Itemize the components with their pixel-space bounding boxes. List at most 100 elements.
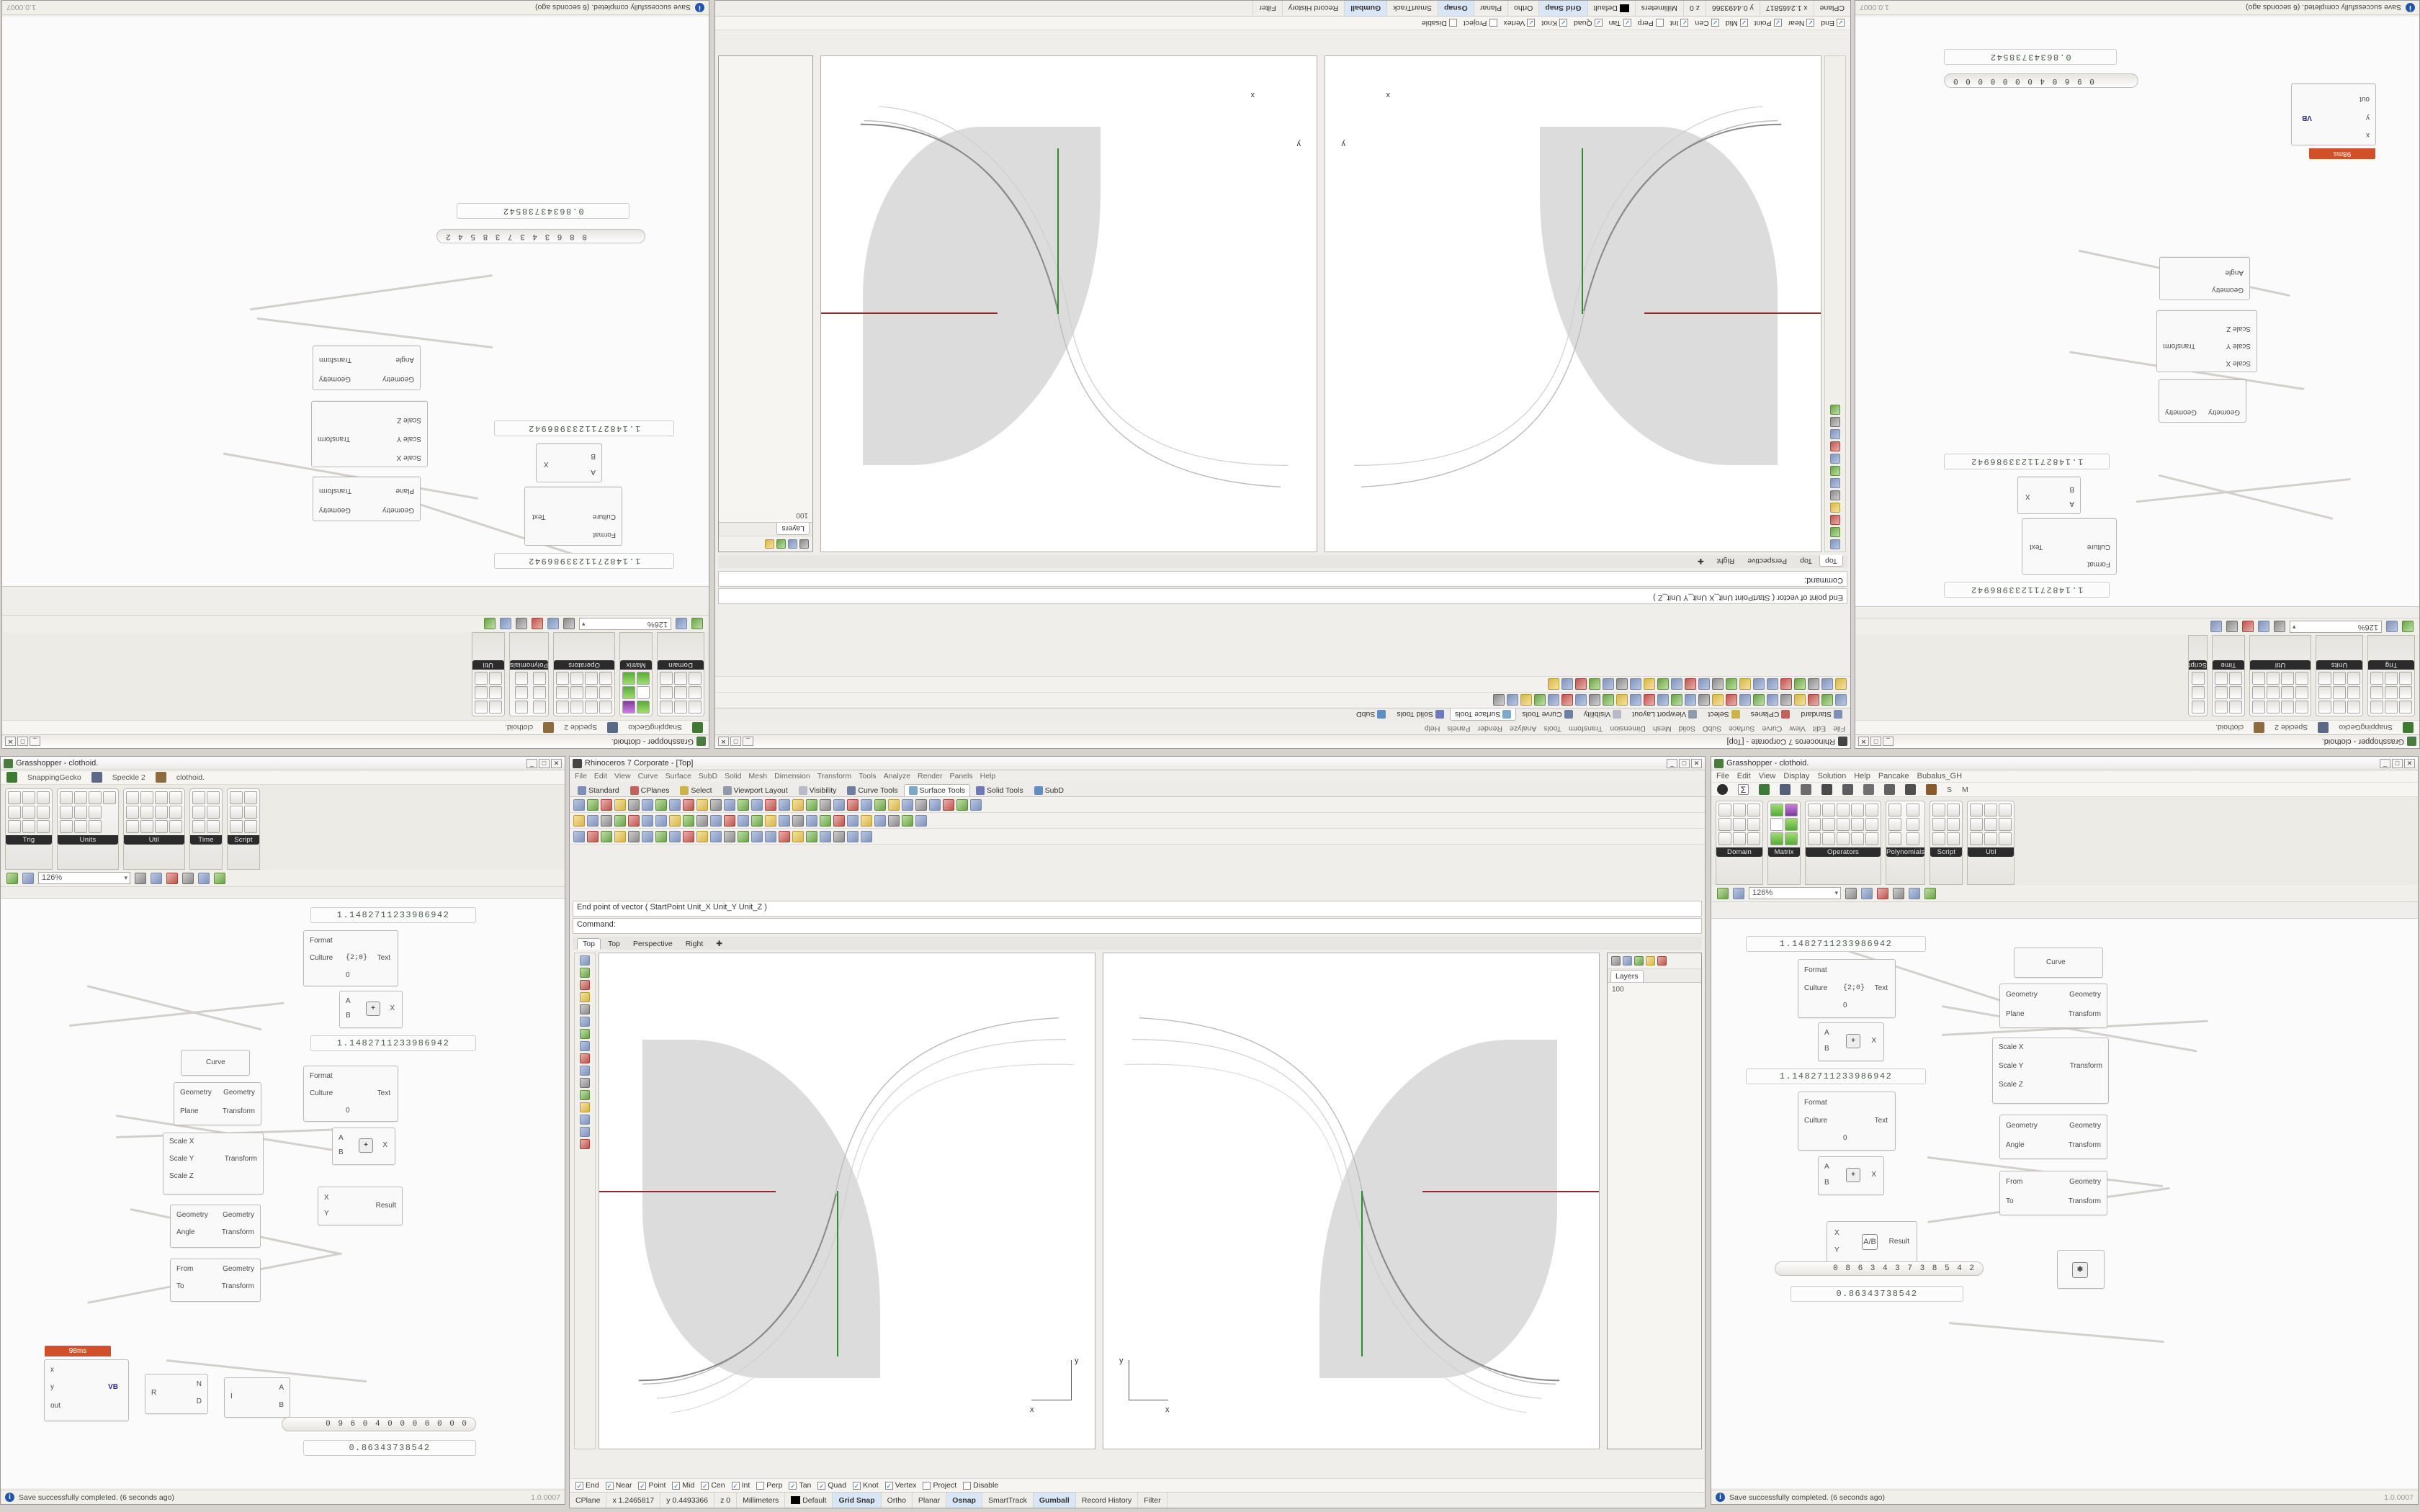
checkbox[interactable]: ✓ xyxy=(638,1481,647,1490)
palette-grid[interactable] xyxy=(2215,672,2242,714)
scale-component[interactable]: Geometry Geometry Plane Transform xyxy=(174,1082,261,1125)
palette-group-trig[interactable]: Trig xyxy=(5,788,53,870)
component-button[interactable] xyxy=(674,701,687,714)
number-panel[interactable]: 0.86343738542 xyxy=(1791,1286,1963,1302)
component-button[interactable] xyxy=(1733,804,1746,816)
mirror-rhino-command-prompt[interactable]: Command: xyxy=(718,571,1847,587)
toolbar-icon[interactable] xyxy=(1780,678,1792,690)
number-panel[interactable]: 1.1482711233986942 xyxy=(1944,454,2110,469)
component-button[interactable] xyxy=(244,791,257,804)
palette-grid[interactable] xyxy=(1932,804,1960,845)
zoom-level-combobox[interactable]: 126% xyxy=(1749,887,1841,899)
component-button[interactable] xyxy=(1808,832,1821,845)
component-button[interactable] xyxy=(1888,818,1901,831)
mirror-rhino-toolbar-tabs[interactable]: Standard CPlanes Select Viewport Layout … xyxy=(715,708,1850,723)
mirror-toolbar-row-2[interactable] xyxy=(715,676,1850,692)
panel-tabrow[interactable]: Layers xyxy=(1608,969,1701,983)
status-toggle-ortho[interactable]: Ortho xyxy=(882,1493,913,1508)
component-button[interactable] xyxy=(2347,672,2360,685)
sidebar-icon[interactable] xyxy=(580,1127,590,1137)
preview-eye-icon[interactable] xyxy=(2258,621,2269,633)
checkbox[interactable]: ✓ xyxy=(1527,19,1536,27)
speckle-tab-icon[interactable] xyxy=(91,772,102,783)
status-toggle-record-history[interactable]: Record History xyxy=(1281,1,1345,16)
status-toggle-smarttrack[interactable]: SmartTrack xyxy=(982,1493,1034,1508)
vb-script-component[interactable]: 98ms x y out VB xyxy=(2291,84,2376,159)
panel-icon[interactable] xyxy=(1646,956,1655,966)
component-button[interactable] xyxy=(2399,672,2412,685)
toolbar-icon[interactable] xyxy=(751,830,763,842)
toolbar-icon[interactable] xyxy=(1698,694,1710,706)
component-button[interactable] xyxy=(474,701,488,714)
component-button[interactable] xyxy=(2281,672,2294,685)
component-button[interactable] xyxy=(622,701,635,714)
toolbar-icon[interactable] xyxy=(1493,694,1505,706)
speckle-tab-icon[interactable] xyxy=(2318,722,2329,733)
component-button[interactable] xyxy=(155,806,168,819)
tab-viewport-layout[interactable]: Viewport Layout xyxy=(718,784,793,796)
number-slider[interactable]: 0 9 6 0 4 0 0 0 0 0 0 0 xyxy=(1944,73,2138,88)
rhino-osnap-bar[interactable]: ✓ End ✓ Near ✓ Point ✓ Mid ✓ Cen ✓ Int Perp ✓ T… xyxy=(570,1478,1705,1492)
toolbar-icon[interactable] xyxy=(1685,678,1696,690)
toolbar-icon[interactable] xyxy=(1712,694,1724,706)
toolbar-icon[interactable] xyxy=(1644,694,1655,706)
palette-grid[interactable] xyxy=(474,672,502,714)
component-button[interactable] xyxy=(74,820,87,833)
component-button[interactable] xyxy=(1888,804,1901,816)
close-button[interactable]: ✕ xyxy=(1858,737,1869,747)
component-button[interactable] xyxy=(2267,686,2280,699)
component-button[interactable] xyxy=(585,686,598,699)
toolbar-icon[interactable] xyxy=(669,798,681,811)
component-button[interactable] xyxy=(192,806,205,819)
number-panel[interactable]: 0.86343738542 xyxy=(1944,49,2117,65)
addition-component[interactable]: A B X xyxy=(536,444,602,482)
curve-parameter[interactable]: Curve xyxy=(2014,948,2103,978)
toolbar-icon[interactable] xyxy=(628,830,640,842)
cluster-icon[interactable] xyxy=(1909,887,1920,899)
publish-icon[interactable] xyxy=(1924,887,1936,899)
palette-group-operators[interactable]: Operators xyxy=(1805,801,1881,885)
toolbar-icon[interactable] xyxy=(573,830,585,842)
component-button[interactable] xyxy=(689,701,702,714)
checkbox[interactable]: ✓ xyxy=(1711,19,1719,27)
sidebar-icon[interactable] xyxy=(1830,539,1840,549)
toolbar-icon[interactable] xyxy=(1561,678,1573,690)
component-button[interactable] xyxy=(637,701,650,714)
component-button[interactable] xyxy=(22,806,35,819)
toolbar-icon[interactable] xyxy=(1835,694,1847,706)
component-button[interactable] xyxy=(1888,832,1901,845)
plugin-tab-1[interactable]: Speckle 2 xyxy=(564,723,598,732)
status-toggle-osnap[interactable]: Osnap xyxy=(946,1493,982,1508)
rhino-viewport-top[interactable]: x y xyxy=(599,953,1095,1449)
toolbar-icon[interactable] xyxy=(1548,694,1559,706)
sidebar-icon[interactable] xyxy=(580,1090,590,1100)
bake-icon[interactable] xyxy=(2242,621,2254,633)
panel-icon[interactable] xyxy=(1657,956,1667,966)
sidebar-icon[interactable] xyxy=(580,1078,590,1088)
status-toggle-filter[interactable]: Filter xyxy=(1252,1,1282,16)
tab-standard[interactable]: Standard xyxy=(573,784,624,796)
panel-tabrow[interactable]: Layers xyxy=(719,522,812,536)
sidebar-icon[interactable] xyxy=(580,1139,590,1149)
toolbar-icon[interactable] xyxy=(601,814,612,827)
toolbar-icon[interactable] xyxy=(710,798,722,811)
component-button[interactable] xyxy=(488,672,502,685)
sidebar-icon[interactable] xyxy=(1830,478,1840,488)
panel-icon-strip[interactable] xyxy=(719,536,812,552)
number-panel[interactable]: 1.1482711233986942 xyxy=(310,1035,476,1051)
component-button[interactable] xyxy=(1770,804,1783,816)
palette-group-matrix[interactable]: Matrix xyxy=(1767,801,1801,885)
component-button[interactable] xyxy=(2215,701,2228,714)
multiplication-component[interactable]: ✱ xyxy=(2057,1250,2105,1289)
toolbar-icon[interactable] xyxy=(943,798,954,811)
remap-component[interactable]: R N D xyxy=(145,1374,208,1414)
osnap-vertex[interactable]: ✓ Vertex xyxy=(884,1481,916,1490)
component-button[interactable] xyxy=(169,806,182,819)
component-button[interactable] xyxy=(1932,832,1946,845)
plugin-tab-1[interactable]: Speckle 2 xyxy=(2275,723,2308,732)
osnap-knot[interactable]: ✓ Knot xyxy=(1541,19,1567,27)
component-button[interactable] xyxy=(169,820,182,833)
toolbar-icon[interactable] xyxy=(1520,694,1532,706)
addition-component[interactable]: A B X + xyxy=(339,991,403,1028)
component-button[interactable] xyxy=(2252,686,2265,699)
